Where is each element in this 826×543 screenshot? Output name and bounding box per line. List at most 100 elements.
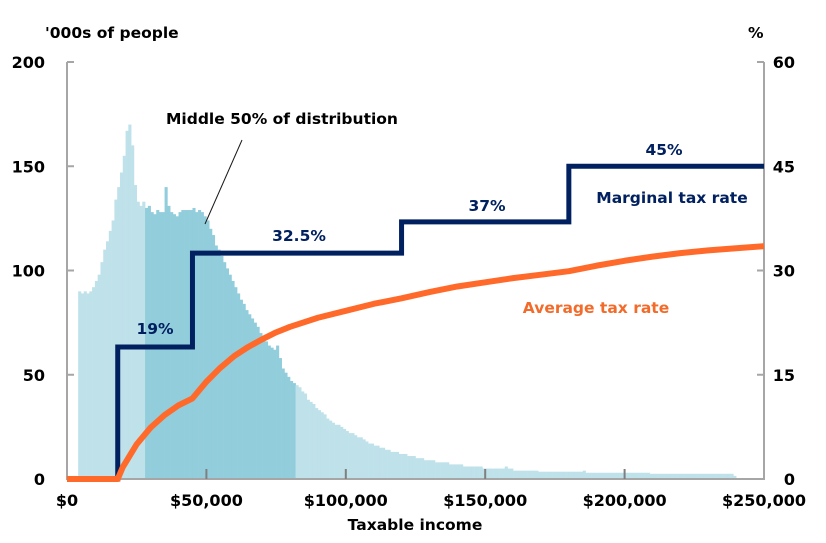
- y-right-tick-label: 0: [784, 470, 795, 489]
- y-left-tick-label: 100: [12, 262, 45, 281]
- histogram-bar: [621, 472, 625, 479]
- histogram-bar: [669, 473, 673, 479]
- histogram-bar: [546, 471, 550, 479]
- histogram-bar: [501, 468, 506, 479]
- histogram-bar: [340, 426, 344, 480]
- histogram-bar: [320, 412, 324, 479]
- histogram-bar-middle-50: [145, 207, 149, 479]
- histogram-bar-middle-50: [147, 205, 151, 479]
- legend-average-tax-rate: Average tax rate: [523, 299, 669, 317]
- histogram-bar: [448, 464, 453, 479]
- histogram-bar: [529, 470, 533, 479]
- histogram-bar: [139, 205, 143, 479]
- histogram-bar: [660, 473, 664, 479]
- histogram-bar-middle-50: [234, 287, 238, 479]
- histogram-bar-middle-50: [290, 381, 294, 479]
- histogram-bar: [596, 472, 600, 479]
- histogram-bar: [713, 473, 717, 479]
- histogram-bar: [426, 460, 430, 479]
- histogram-bar: [136, 201, 140, 479]
- histogram-bar: [429, 460, 433, 479]
- histogram-bar: [460, 464, 464, 479]
- histogram-bar: [605, 472, 609, 479]
- histogram-bar: [100, 262, 104, 479]
- histogram-bar: [510, 468, 514, 479]
- histogram-bar: [323, 414, 327, 479]
- histogram-bar: [588, 472, 592, 479]
- histogram-bar: [624, 472, 628, 479]
- histogram-bar: [685, 473, 690, 479]
- y-right-tick-label: 15: [773, 366, 795, 385]
- histogram-bar: [343, 428, 347, 479]
- histogram-bar-middle-50: [209, 228, 213, 479]
- histogram-bar: [487, 468, 492, 479]
- histogram-bar: [370, 443, 374, 479]
- histogram-bar: [471, 466, 475, 479]
- histogram-bar: [326, 418, 330, 479]
- histogram-bar: [719, 473, 723, 479]
- histogram-bar: [412, 456, 416, 479]
- histogram-bar: [379, 447, 383, 479]
- histogram-bar: [610, 472, 614, 479]
- histogram-bar: [317, 410, 322, 479]
- histogram-bar: [549, 471, 553, 479]
- histogram-bar-middle-50: [253, 322, 257, 480]
- histogram-bar: [309, 401, 313, 479]
- histogram-bar-middle-50: [276, 345, 280, 479]
- histogram-bar: [585, 472, 589, 479]
- histogram-bar: [356, 437, 361, 479]
- histogram-bar-middle-50: [292, 383, 296, 479]
- histogram-bar: [591, 472, 595, 479]
- histogram-bar: [616, 472, 620, 479]
- axes: [66, 61, 765, 480]
- histogram-bar: [351, 433, 355, 479]
- histogram-bar: [301, 391, 305, 479]
- histogram-bar: [641, 472, 645, 479]
- histogram-bar: [131, 145, 135, 479]
- y-right-tick-label: 60: [773, 53, 795, 72]
- histogram-bar: [409, 456, 414, 479]
- annotation-rate-32-5: 32.5%: [272, 227, 326, 245]
- histogram-bar: [571, 471, 575, 479]
- histogram-bar-middle-50: [267, 345, 271, 479]
- histogram-bar-middle-50: [256, 326, 260, 479]
- series-lines: [67, 163, 765, 482]
- histogram-bar: [446, 462, 450, 479]
- histogram-bar: [515, 470, 519, 479]
- histogram-bar: [78, 291, 82, 479]
- histogram-bar: [86, 293, 90, 479]
- histogram-bar: [666, 473, 670, 479]
- histogram-bar-middle-50: [251, 318, 255, 479]
- histogram-bar: [415, 458, 419, 479]
- annotation-middle-50: Middle 50% of distribution: [166, 110, 398, 128]
- histogram-bar: [708, 473, 712, 479]
- histogram-bar: [474, 466, 478, 479]
- histogram-bar-middle-50: [262, 339, 266, 479]
- histogram-bar: [387, 449, 391, 479]
- histogram-bar: [733, 475, 737, 479]
- histogram-bar: [540, 471, 545, 479]
- histogram-bar: [674, 473, 678, 479]
- histogram-bar-middle-50: [225, 268, 230, 479]
- histogram-bar: [632, 472, 637, 479]
- histogram-bar: [566, 471, 570, 479]
- histogram-bar: [552, 471, 556, 479]
- histogram-bar: [524, 470, 528, 479]
- histogram-bar: [635, 472, 639, 479]
- y-right-tick-label: 30: [773, 262, 795, 281]
- histogram-bar-middle-50: [200, 212, 204, 479]
- histogram-bar-middle-50: [223, 262, 227, 479]
- histogram-bar-middle-50: [195, 212, 199, 479]
- histogram-bar: [133, 185, 137, 479]
- histogram-bar: [688, 473, 692, 479]
- histogram-bar: [730, 473, 734, 479]
- histogram-bar: [384, 449, 388, 479]
- histogram-bar: [680, 473, 684, 479]
- histogram-bar: [407, 456, 411, 479]
- histogram-bar: [479, 466, 483, 479]
- histogram-bar-middle-50: [211, 235, 216, 479]
- histogram-bar-middle-50: [278, 358, 282, 479]
- histogram-bar-middle-50: [203, 216, 207, 480]
- histogram-bar: [465, 466, 469, 479]
